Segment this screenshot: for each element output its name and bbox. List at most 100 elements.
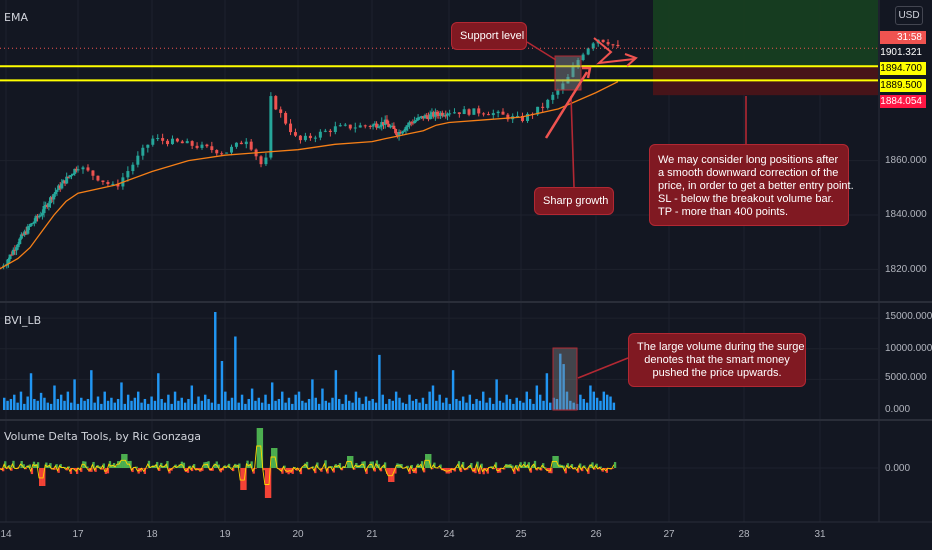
delta-bar [275,448,278,468]
candle-body [318,131,322,138]
delta-bar [525,465,528,468]
volume-bar [549,402,552,410]
delta-bar [121,454,124,468]
delta-bar [217,464,220,468]
delta-bar [92,461,95,468]
delta-bar [69,468,73,474]
volume-bar [304,402,307,410]
candle-body [230,146,234,153]
delta-bar [260,428,264,468]
volume-bar [110,397,113,410]
delta-bar [264,468,268,498]
volume-bar [495,379,498,410]
volume-bar [388,398,391,410]
candle-body [381,122,385,125]
volume-bar [475,398,478,410]
delta-bar [240,468,243,490]
candle-body [66,176,70,178]
candle-body [576,60,580,68]
currency-button[interactable]: USD [895,6,923,25]
candle-body [31,223,35,225]
volume-bar [73,379,76,410]
candle-body [91,170,95,176]
volume-bar [401,402,405,410]
candle-body [180,141,184,144]
delta-bar [418,465,422,468]
volume-bar [354,391,358,410]
candle-body [546,99,550,108]
volume-bar [609,396,612,410]
volume-bar [314,397,317,410]
ema-indicator-title[interactable]: EMA [4,11,28,24]
support-connector [526,41,557,61]
candle-body [486,114,490,116]
candle-body [34,216,38,222]
delta-bar [254,468,257,469]
volume-bar [324,400,328,410]
candle-body [482,113,486,115]
volume-bar [559,353,562,410]
volume-bar [448,403,451,410]
candle-body [76,169,80,171]
delta-bar [123,454,126,468]
delta-bar [542,463,545,468]
delta-bar [305,461,309,468]
delta-bar [201,468,204,471]
delta-bar [410,464,413,468]
delta-bar [468,466,471,468]
candle-body [385,119,389,124]
volume-bar [217,403,220,410]
candle-body [411,122,415,124]
delta-bar [544,467,547,468]
candle-body [52,194,56,200]
volume-bar [230,397,234,410]
delta-bar [381,465,385,468]
delta-bar [236,464,239,468]
delta-bar [533,460,537,468]
delta-bar [149,467,153,468]
delta-bar [147,460,151,468]
volume-bar [103,391,106,410]
volume-bar [39,392,43,410]
delta-bar [55,464,58,468]
delta-bar [367,466,370,468]
volume-bar [297,391,301,410]
candle-body [10,254,14,256]
strategy-line-4: SL - below the breakout volume bar. [658,193,834,205]
delta-bar [583,465,586,468]
delta-bar [375,460,379,468]
candle-body [303,135,307,141]
candle-body [556,90,560,95]
delta-bar [451,468,455,470]
strategy-line-2: a smooth downward correction of the [658,167,839,179]
candle-body [452,112,456,114]
delta-bar [30,468,34,475]
delta-bar [229,467,233,468]
delta-bar [576,468,580,473]
volume-bar [147,403,150,410]
volume-delta-indicator-title[interactable]: Volume Delta Tools, by Ric Gonzaga [4,430,202,443]
volume-bar [341,403,344,410]
delta-bar [176,467,179,468]
delta-bar [312,466,315,468]
candle-body [131,164,135,172]
delta-bar [143,468,147,474]
delta-bar [431,468,434,470]
volume-bar [528,398,532,410]
candle-body [606,42,610,45]
candle-body [432,112,436,117]
volume-bar [418,402,421,410]
volume-bar [569,400,572,410]
volume-bar [157,373,160,410]
delta-bar [139,468,142,472]
candle-body [111,183,115,185]
candle-body [6,259,10,264]
annotation-shapes [526,37,747,411]
delta-bar [166,461,169,468]
volume-bar [234,336,237,410]
bvi-indicator-title[interactable]: BVI_LB [4,314,42,327]
delta-bar [361,461,364,468]
volume-bar [23,403,26,410]
candle-body [425,115,429,117]
